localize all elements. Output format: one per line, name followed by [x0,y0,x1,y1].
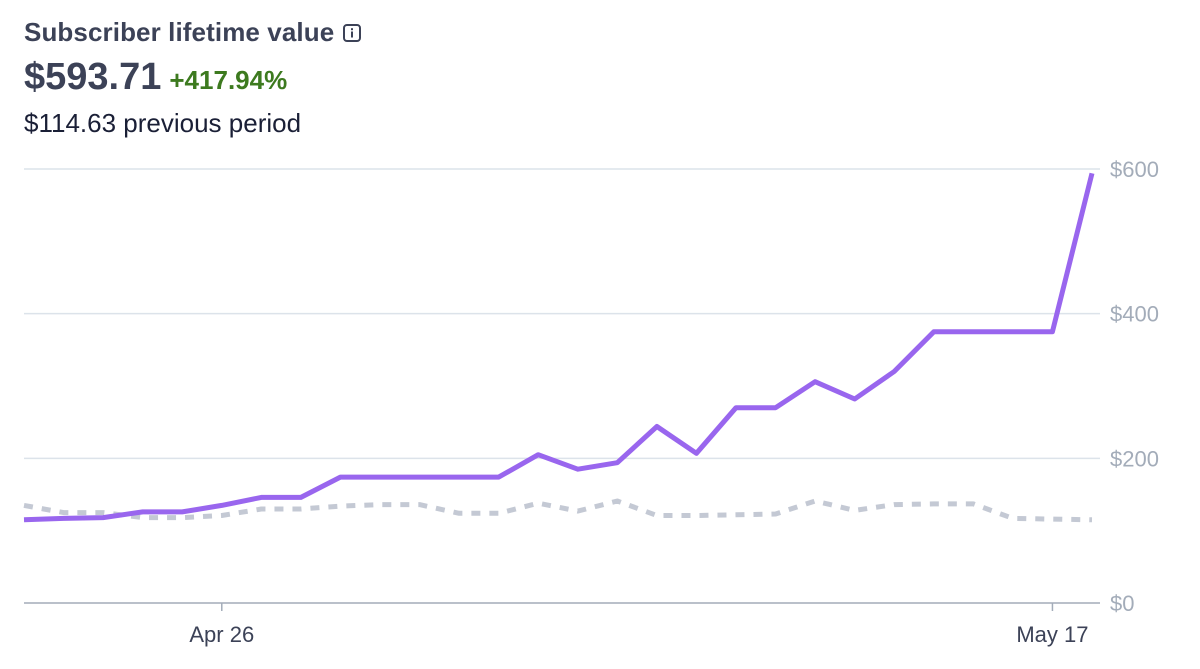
y-tick-label: $400 [1110,302,1159,327]
series-line-previous [23,498,1093,523]
y-tick-label: $200 [1110,446,1159,471]
title-row: Subscriber lifetime value [24,14,362,50]
series-line-current [23,172,1095,523]
metric-header: Subscriber lifetime value $593.71 +417.9… [24,14,362,139]
metric-value: $593.71 [24,56,162,98]
previous-period-value: $114.63 previous period [24,108,302,138]
y-tick-label: $600 [1110,157,1159,182]
value-row: $593.71 +417.94% [24,56,361,102]
info-icon[interactable] [343,24,362,42]
y-tick-label: $0 [1110,591,1134,616]
x-tick-label: Apr 26 [189,622,254,647]
metric-title: Subscriber lifetime value [24,16,335,47]
x-tick-label: May 17 [1016,622,1088,647]
change-percentage: +417.94% [169,65,288,95]
